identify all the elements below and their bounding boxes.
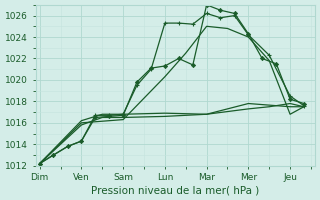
X-axis label: Pression niveau de la mer( hPa ): Pression niveau de la mer( hPa ) [91, 185, 260, 195]
